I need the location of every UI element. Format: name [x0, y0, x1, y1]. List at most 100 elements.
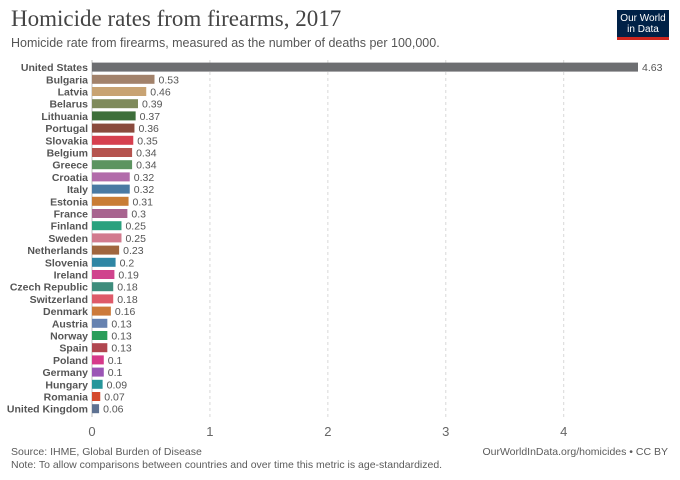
chart-title: Homicide rates from firearms, 2017: [11, 6, 342, 31]
x-tick-label: 0: [88, 424, 95, 439]
category-label: Czech Republic: [10, 282, 88, 294]
bar: [92, 184, 130, 194]
bar: [92, 270, 115, 279]
category-label: Netherlands: [27, 245, 88, 257]
bar: [92, 172, 130, 182]
value-label: 0.06: [103, 404, 124, 416]
value-label: 0.23: [123, 245, 144, 257]
bar: [92, 355, 104, 365]
category-label: Slovakia: [45, 135, 88, 147]
bar: [92, 257, 116, 267]
category-label: Ireland: [54, 270, 88, 282]
category-label: Belgium: [47, 148, 88, 160]
category-label: Belarus: [49, 99, 88, 111]
value-label: 0.13: [111, 343, 132, 355]
bar: [92, 331, 108, 340]
bar: [92, 245, 120, 255]
logo-accent-bar: [617, 37, 669, 40]
value-label: 0.1: [108, 355, 123, 367]
logo-line-2: in Data: [627, 24, 659, 35]
category-label: Estonia: [50, 196, 88, 208]
category-label: Romania: [44, 392, 89, 404]
bar: [92, 343, 108, 353]
value-label: 0.37: [140, 111, 161, 123]
source-link[interactable]: OurWorldInData.org/homicides • CC BY: [482, 446, 668, 458]
category-label: Denmark: [43, 306, 88, 318]
value-label: 0.32: [134, 172, 155, 184]
bar: [92, 221, 122, 231]
value-label: 0.16: [115, 306, 136, 318]
category-label: Portugal: [45, 123, 88, 135]
value-label: 0.09: [107, 379, 128, 391]
bar: [92, 148, 133, 157]
category-label: Germany: [42, 367, 88, 379]
owid-logo[interactable]: Our World in Data: [617, 10, 669, 40]
bar: [92, 123, 135, 133]
x-tick-label: 4: [560, 424, 567, 439]
bar: [92, 318, 108, 328]
category-label: Hungary: [45, 379, 88, 391]
bar: [92, 160, 133, 170]
category-label: Sweden: [48, 233, 88, 245]
category-label: Austria: [52, 318, 88, 330]
category-label: Bulgaria: [46, 74, 88, 86]
bar: [92, 135, 134, 145]
category-label: Greece: [52, 160, 88, 172]
bar: [92, 392, 101, 401]
value-label: 0.07: [104, 392, 125, 404]
value-label: 0.3: [131, 209, 146, 221]
bar: [92, 233, 122, 243]
bar: [92, 294, 114, 304]
value-label: 0.13: [111, 331, 132, 343]
category-label: Croatia: [52, 172, 88, 184]
value-label: 0.34: [136, 160, 157, 172]
bar: [92, 306, 111, 316]
chart-subtitle: Homicide rate from firearms, measured as…: [11, 36, 440, 50]
value-label: 0.25: [125, 233, 146, 245]
category-label: Poland: [53, 355, 88, 367]
category-label: United States: [21, 62, 88, 74]
bar: [92, 99, 138, 109]
note-text: Note: To allow comparisons between count…: [11, 459, 443, 471]
value-label: 0.39: [142, 99, 163, 111]
bar: [92, 87, 147, 96]
bar: [92, 367, 104, 377]
category-label: Finland: [51, 221, 88, 233]
x-tick-label: 3: [442, 424, 449, 439]
value-label: 0.1: [108, 367, 123, 379]
category-label: France: [54, 209, 89, 221]
category-label: Spain: [59, 343, 88, 355]
value-label: 0.2: [120, 257, 135, 269]
category-label: Lithuania: [41, 111, 88, 123]
bar: [92, 111, 136, 121]
bar: [92, 209, 128, 218]
value-label: 0.18: [117, 294, 138, 306]
category-label: Italy: [67, 184, 88, 196]
logo-line-1: Our World: [620, 13, 666, 24]
bar: [92, 196, 129, 206]
value-label: 0.46: [150, 87, 171, 99]
value-label: 0.34: [136, 148, 157, 160]
value-label: 4.63: [642, 62, 663, 74]
bar: [92, 74, 155, 84]
bar: [92, 62, 638, 72]
category-label: Norway: [50, 331, 88, 343]
category-label: Switzerland: [30, 294, 88, 306]
value-label: 0.35: [137, 135, 158, 147]
value-label: 0.13: [111, 318, 132, 330]
value-label: 0.18: [117, 282, 138, 294]
source-text: Source: IHME, Global Burden of Disease: [11, 446, 202, 458]
value-label: 0.19: [118, 270, 139, 282]
category-label: Latvia: [58, 87, 89, 99]
x-tick-label: 1: [206, 424, 213, 439]
bar: [92, 282, 114, 292]
value-label: 0.32: [134, 184, 155, 196]
bar: [92, 379, 103, 389]
value-label: 0.31: [133, 196, 154, 208]
category-label: United Kingdom: [7, 404, 88, 416]
category-label: Slovenia: [45, 257, 88, 269]
x-tick-label: 2: [324, 424, 331, 439]
value-label: 0.25: [125, 221, 146, 233]
bar: [92, 404, 100, 414]
